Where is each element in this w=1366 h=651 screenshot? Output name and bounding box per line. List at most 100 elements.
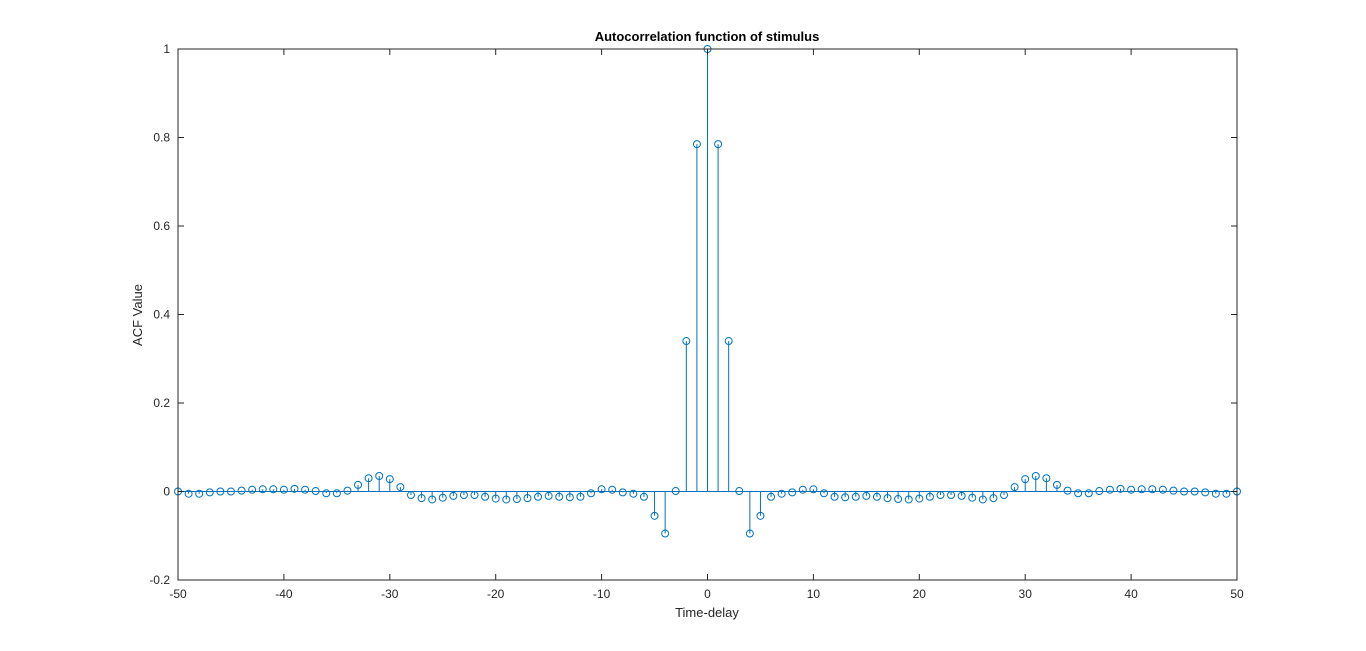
stem-marker xyxy=(491,494,500,503)
y-tick-label: 0 xyxy=(163,485,170,499)
stem-marker xyxy=(258,485,267,494)
stem-marker xyxy=(819,489,828,498)
stem-marker xyxy=(459,491,468,500)
stem-marker xyxy=(544,491,553,500)
stem-marker xyxy=(788,488,797,497)
x-tick-label: 30 xyxy=(1019,587,1033,601)
stem-marker xyxy=(671,487,680,496)
stem-marker xyxy=(936,491,945,500)
stem-marker xyxy=(915,494,924,503)
x-tick-label: -20 xyxy=(487,587,505,601)
stem-marker xyxy=(449,491,458,500)
stem-marker xyxy=(661,529,670,538)
stem-marker xyxy=(406,491,415,500)
stem-marker xyxy=(555,492,564,501)
stem-marker xyxy=(502,495,511,504)
stem-marker xyxy=(724,337,733,346)
stem-marker xyxy=(396,483,405,492)
stem-marker xyxy=(311,487,320,496)
stem-marker xyxy=(1201,488,1210,497)
stem-marker xyxy=(608,485,617,494)
stem-marker xyxy=(216,487,225,496)
stem-marker xyxy=(343,486,352,495)
stem-marker xyxy=(269,485,278,494)
stem-marker xyxy=(1021,475,1030,484)
y-tick-label: 0.8 xyxy=(153,131,170,145)
stem-marker xyxy=(756,511,765,520)
stem-marker xyxy=(301,485,310,494)
stem-marker xyxy=(767,492,776,501)
stem-marker xyxy=(904,495,913,504)
stem-marker xyxy=(1042,474,1051,483)
y-tick-label: 0.6 xyxy=(153,219,170,233)
stem-marker xyxy=(735,487,744,496)
stem-marker xyxy=(1137,485,1146,494)
stem-marker xyxy=(428,495,437,504)
x-tick-label: 20 xyxy=(913,587,927,601)
stem-marker xyxy=(989,494,998,503)
stem-marker xyxy=(650,511,659,520)
stem-marker xyxy=(438,493,447,502)
stem-marker xyxy=(1095,487,1104,496)
x-tick-label: 40 xyxy=(1124,587,1138,601)
stem-marker xyxy=(1148,485,1157,494)
stem-marker xyxy=(639,492,648,501)
stem-marker xyxy=(629,489,638,498)
stem-marker xyxy=(894,495,903,504)
stem-marker xyxy=(692,140,701,149)
stem-marker xyxy=(237,486,246,495)
stem-marker xyxy=(777,489,786,498)
stem-marker xyxy=(809,485,818,494)
stem-marker xyxy=(862,491,871,500)
stem-marker xyxy=(798,485,807,494)
stem-marker xyxy=(682,337,691,346)
stem-marker xyxy=(883,494,892,503)
x-tick-label: 50 xyxy=(1230,587,1244,601)
stem-marker xyxy=(851,492,860,501)
stem-marker xyxy=(1031,472,1040,481)
x-axis-label: Time-delay xyxy=(675,605,739,620)
stem-marker xyxy=(290,484,299,493)
stem-marker xyxy=(1180,487,1189,496)
stem-marker xyxy=(375,472,384,481)
y-tick-label: 0.2 xyxy=(153,396,170,410)
stem-marker xyxy=(618,488,627,497)
stem-marker xyxy=(978,495,987,504)
stem-marker xyxy=(745,529,754,538)
stem-marker xyxy=(947,491,956,500)
x-tick-label: -50 xyxy=(169,587,187,601)
stem-marker xyxy=(481,492,490,501)
stem-marker xyxy=(1000,491,1009,500)
x-tick-label: 10 xyxy=(807,587,821,601)
y-tick-label: 1 xyxy=(163,42,170,56)
stem-marker xyxy=(1063,486,1072,495)
stem-marker xyxy=(385,475,394,484)
stem-marker xyxy=(417,494,426,503)
stem-marker xyxy=(534,492,543,501)
stem-marker xyxy=(587,489,596,498)
stem-marker xyxy=(332,489,341,498)
x-tick-label: 0 xyxy=(704,587,711,601)
stem-marker xyxy=(597,485,606,494)
stem-marker xyxy=(248,485,257,494)
stem-marker xyxy=(1052,480,1061,489)
x-tick-label: -30 xyxy=(381,587,399,601)
y-axis-label: ACF Value xyxy=(130,284,145,346)
stem-marker xyxy=(1222,489,1231,498)
y-tick-label: -0.2 xyxy=(149,573,170,587)
stem-marker xyxy=(184,489,193,498)
stem-marker xyxy=(1116,484,1125,493)
stem-marker xyxy=(523,494,532,503)
stem-marker xyxy=(714,140,723,149)
stem-marker xyxy=(565,493,574,502)
plot-layer xyxy=(174,45,1241,538)
stem-marker xyxy=(1084,489,1093,498)
stem-marker xyxy=(872,492,881,501)
stem-marker xyxy=(957,491,966,500)
stem-marker xyxy=(1211,489,1220,498)
stem-marker xyxy=(470,491,479,500)
stem-marker xyxy=(1074,489,1083,498)
chart-title: Autocorrelation function of stimulus xyxy=(595,29,820,44)
stem-marker xyxy=(1169,486,1178,495)
